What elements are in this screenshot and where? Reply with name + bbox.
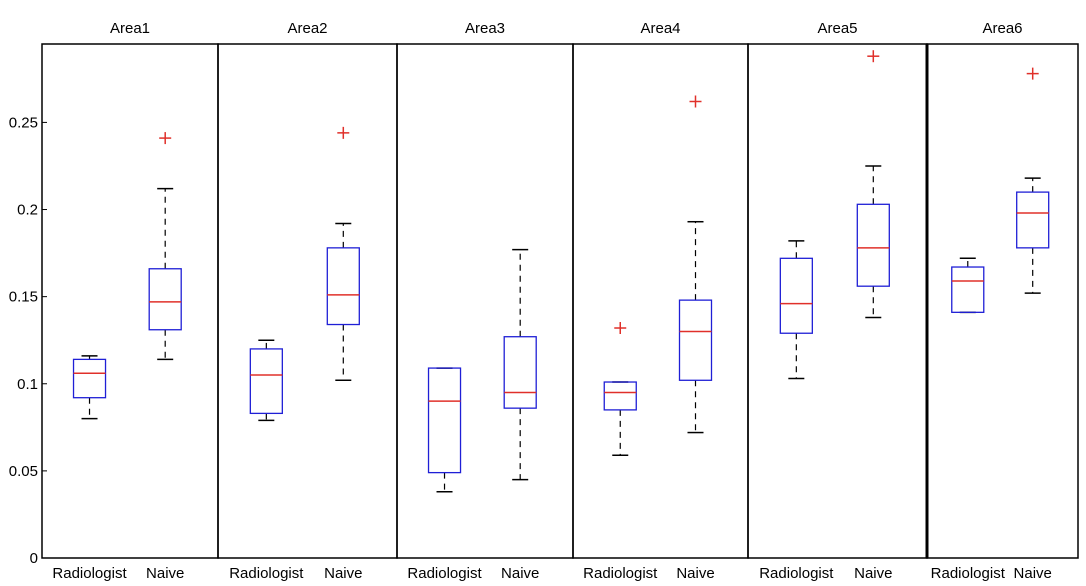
y-tick-label: 0 — [30, 550, 38, 567]
x-tick-label: Radiologist — [931, 565, 1006, 582]
iqr-box — [503, 336, 537, 409]
x-tick-label: Radiologist — [583, 565, 658, 582]
y-tick-label: 0.1 — [17, 376, 38, 393]
panel-frame — [396, 43, 574, 559]
y-tick-label: 0.05 — [9, 463, 38, 480]
iqr-box — [779, 257, 813, 334]
x-tick-label: Radiologist — [229, 565, 304, 582]
y-tick-label: 0.15 — [9, 289, 38, 306]
box-marks — [72, 50, 1050, 493]
panel-frame — [747, 43, 928, 559]
iqr-box — [427, 367, 462, 474]
y-tick-label: 0.2 — [17, 202, 38, 219]
iqr-box — [678, 299, 713, 381]
x-tick-label: Naive — [676, 565, 714, 582]
panel-title: Area5 — [817, 20, 857, 37]
outlier-marker — [867, 50, 880, 63]
y-tick-label: 0.25 — [9, 114, 38, 131]
x-tick-label: Naive — [501, 565, 539, 582]
iqr-box — [249, 348, 283, 415]
iqr-box — [1016, 191, 1050, 249]
panel-title: Area6 — [982, 20, 1022, 37]
iqr-box — [148, 268, 182, 331]
outlier-marker — [337, 126, 350, 139]
panel-frame — [926, 43, 1079, 559]
outlier-marker — [1026, 67, 1039, 80]
x-tick-label: Naive — [146, 565, 184, 582]
y-axis: 0 0.05 0.1 0.15 0.2 0.25 — [9, 114, 47, 567]
panel-title: Area4 — [640, 20, 680, 37]
iqr-box — [603, 381, 637, 411]
panel-frame — [217, 43, 398, 559]
iqr-box — [951, 266, 985, 313]
panel-title: Area1 — [110, 20, 150, 37]
x-tick-label: Naive — [1014, 565, 1052, 582]
x-tick-label: Naive — [324, 565, 362, 582]
iqr-box — [856, 203, 890, 287]
iqr-box — [326, 247, 360, 326]
outlier-marker — [159, 132, 172, 145]
iqr-box — [72, 358, 107, 399]
panel-title: Area3 — [465, 20, 505, 37]
x-tick-label: Radiologist — [759, 565, 834, 582]
panel-frame — [572, 43, 749, 559]
x-axis: Radiologist Naive Radiologist Naive Radiolog… — [52, 565, 1051, 582]
plot-panels: Area1 Area2 Area3 Area4 Area5 Area6 — [41, 20, 1079, 559]
outlier-marker — [614, 322, 627, 335]
x-tick-label: Naive — [854, 565, 892, 582]
x-tick-label: Radiologist — [407, 565, 482, 582]
x-tick-label: Radiologist — [52, 565, 127, 582]
outlier-marker — [689, 95, 702, 108]
panel-title: Area2 — [287, 20, 327, 37]
panel-frame — [41, 43, 219, 559]
